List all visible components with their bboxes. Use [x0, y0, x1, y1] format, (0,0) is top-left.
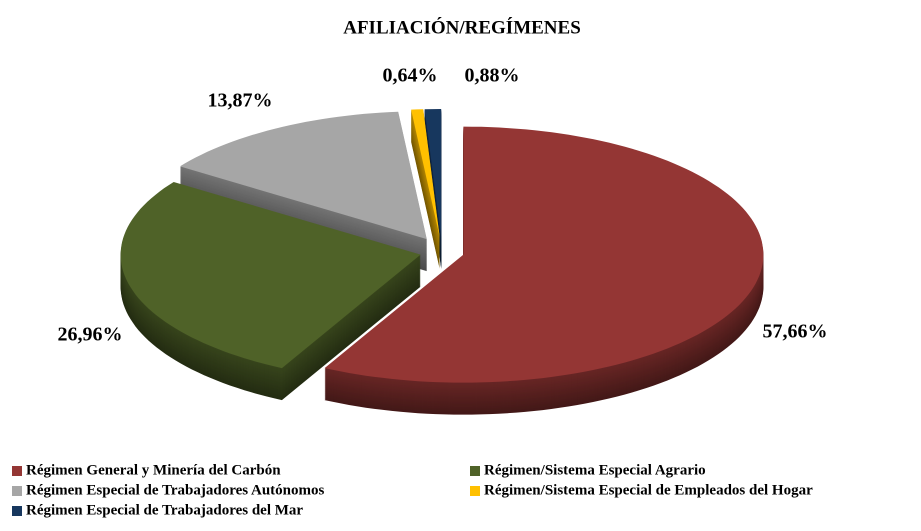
slice	[424, 109, 442, 237]
legend-label: Régimen General y Minería del Carbón	[26, 462, 281, 478]
slice-side	[411, 115, 440, 243]
slice-side	[411, 112, 440, 240]
slice-side	[411, 110, 440, 238]
slice	[324, 126, 764, 383]
slice-side	[411, 135, 440, 263]
slice-side	[411, 126, 440, 254]
slice-side	[411, 121, 440, 249]
slice-side	[411, 133, 440, 261]
legend-swatch	[12, 506, 22, 516]
legend-label: Régimen Especial de Trabajadores Autónom…	[26, 482, 325, 498]
slice-side	[411, 132, 440, 260]
chart-title: AFILIACIÓN/REGÍMENES	[343, 16, 581, 38]
data-label: 0,64%	[383, 65, 438, 87]
slice-side	[411, 136, 440, 264]
data-label: 57,66%	[763, 321, 828, 343]
slice-side	[411, 113, 440, 241]
data-label: 26,96%	[58, 324, 123, 346]
slice-side	[411, 129, 440, 257]
slice-side	[411, 123, 440, 251]
slice-side	[411, 134, 440, 262]
slice-side	[411, 119, 440, 247]
data-label: 13,87%	[208, 90, 273, 112]
slice-side	[411, 128, 440, 256]
pie	[120, 109, 764, 415]
legend-swatch	[12, 486, 22, 496]
slice-side	[411, 117, 440, 245]
slice	[120, 182, 421, 369]
slice-side	[411, 127, 440, 255]
slice-side	[411, 125, 440, 253]
legend-swatch	[12, 466, 22, 476]
legend-label: Régimen Especial de Trabajadores del Mar	[26, 502, 303, 518]
slice	[179, 111, 427, 240]
slice-side	[411, 124, 440, 252]
slice-side	[411, 111, 440, 239]
slice-side	[411, 139, 440, 267]
legend-swatch	[470, 486, 480, 496]
slice-side	[411, 130, 440, 258]
legend-label: Régimen/Sistema Especial Agrario	[484, 462, 706, 478]
slice	[411, 109, 440, 237]
legend-swatch	[470, 466, 480, 476]
data-label: 0,88%	[465, 65, 520, 87]
slice-side	[411, 137, 440, 265]
slice-side	[411, 118, 440, 246]
slice-side	[411, 114, 440, 242]
slice-side	[411, 122, 440, 250]
legend: Régimen General y Minería del Carbón Régi…	[12, 462, 813, 518]
slice-side	[411, 131, 440, 259]
slice-side	[411, 120, 440, 248]
slice-side	[411, 141, 440, 269]
legend-label: Régimen/Sistema Especial de Empleados de…	[484, 482, 813, 498]
slice-side	[411, 116, 440, 244]
slice-side	[411, 140, 440, 268]
slice-side	[411, 138, 440, 266]
